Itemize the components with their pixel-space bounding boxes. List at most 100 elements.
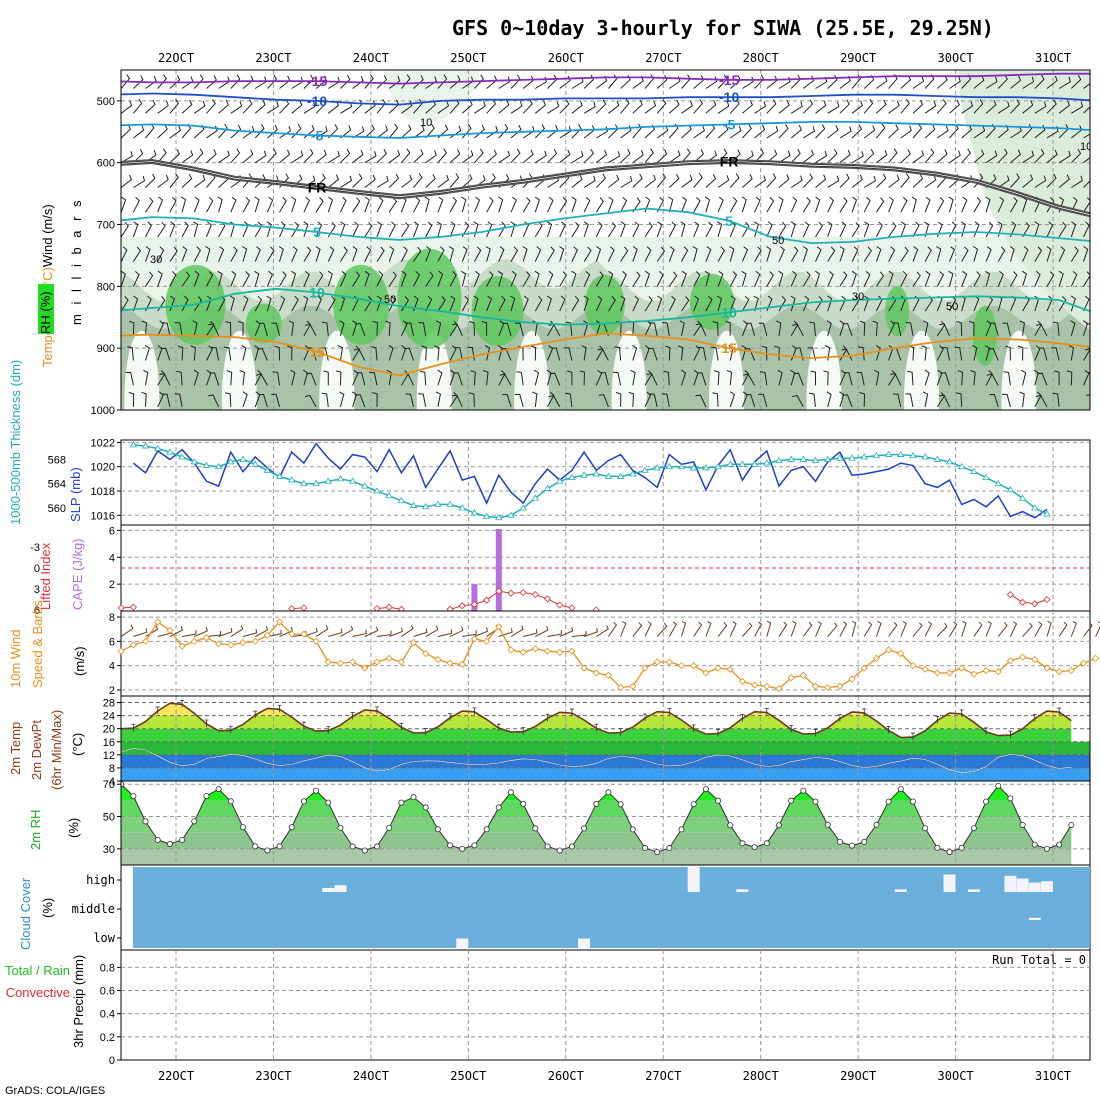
wind-speed-point	[982, 666, 990, 675]
upper-wind-barb	[372, 320, 378, 336]
rh-saturated-patch	[397, 248, 462, 349]
upper-wind-barb	[534, 100, 547, 114]
wind-speed-point	[117, 647, 125, 655]
rh-point	[800, 787, 807, 794]
y-tick-label: 8	[109, 763, 115, 775]
rh-point	[386, 824, 393, 831]
upper-wind-barb	[790, 221, 796, 238]
upper-wind-barb	[1058, 246, 1066, 262]
rh-point	[337, 824, 344, 831]
rh-point	[1056, 841, 1063, 848]
wind-speed-point	[1019, 653, 1027, 661]
y-tick-label: 1016	[91, 510, 115, 522]
upper-wind-barb	[180, 196, 187, 213]
upper-wind-barb	[162, 322, 171, 336]
upper-wind-barb	[510, 196, 517, 213]
upper-wind-barb	[486, 295, 493, 312]
upper-wind-barb	[907, 370, 914, 386]
wind10m-barb	[1095, 621, 1100, 637]
upper-wind-barb	[988, 348, 999, 361]
thickness-point	[373, 487, 381, 494]
upper-wind-barb	[1096, 125, 1100, 138]
upper-wind-barb	[128, 392, 135, 407]
upper-wind-barb	[1021, 369, 1027, 386]
thickness-point	[458, 504, 466, 511]
isotherm-label: 10	[721, 304, 737, 320]
upper-wind-barb	[352, 271, 361, 287]
wind-speed-point	[872, 654, 880, 662]
upper-wind-barb	[145, 76, 157, 89]
wind10m-barb	[279, 626, 293, 637]
wind10m-barb	[790, 620, 797, 637]
upper-wind-barb	[278, 246, 284, 262]
upper-wind-barb	[385, 320, 391, 336]
upper-wind-barb	[1034, 345, 1041, 361]
upper-wind-barb	[551, 347, 561, 361]
upper-wind-barb	[939, 394, 950, 408]
wind-speed-point	[349, 658, 357, 666]
upper-wind-barb	[303, 295, 309, 312]
upper-wind-barb	[741, 270, 747, 287]
upper-wind-barb	[315, 149, 327, 164]
upper-wind-barb	[133, 98, 143, 114]
upper-wind-barb	[595, 271, 604, 287]
upper-wind-barb	[272, 371, 280, 386]
upper-wind-barb	[803, 126, 815, 139]
upper-wind-barb	[875, 271, 885, 287]
pressure-axis: 500 600 700 800 900 1000	[91, 96, 121, 417]
upper-wind-barb	[449, 75, 461, 89]
upper-wind-barb	[483, 370, 489, 386]
upper-wind-barb	[461, 174, 473, 188]
upper-wind-barb	[693, 196, 701, 213]
temp-label: 2m Temp	[8, 722, 23, 775]
upper-wind-barb	[328, 150, 340, 164]
upper-wind-barb	[729, 391, 736, 408]
upper-wind-barb	[1096, 247, 1100, 262]
upper-wind-barb	[448, 246, 454, 262]
upper-wind-barb	[863, 246, 872, 262]
upper-wind-barb	[364, 151, 377, 164]
upper-wind-barb	[510, 270, 517, 287]
upper-wind-barb	[559, 149, 571, 164]
upper-wind-barb	[790, 101, 803, 114]
rh-point	[227, 798, 234, 805]
upper-wind-barb	[514, 393, 524, 408]
li-tick: 0	[34, 563, 40, 575]
upper-wind-barb	[839, 369, 846, 386]
upper-wind-barb	[745, 393, 756, 408]
upper-wind-barb	[1035, 394, 1048, 408]
thickness-point	[385, 492, 393, 499]
rh-point	[447, 842, 454, 849]
upper-wind-barb	[778, 295, 787, 312]
upper-wind-barb	[912, 173, 924, 188]
upper-wind-barb	[827, 101, 840, 114]
wind-speed-point	[763, 682, 771, 690]
upper-wind-barb	[681, 100, 693, 114]
upper-wind-barb	[742, 100, 754, 114]
upper-wind-barb	[499, 373, 512, 386]
precip-frame	[120, 949, 1091, 1061]
lifted-index-point	[1006, 591, 1014, 599]
upper-wind-barb	[716, 295, 722, 312]
upper-wind-barb	[230, 74, 241, 89]
upper-wind-barb	[790, 295, 796, 312]
upper-wind-barb	[955, 392, 963, 407]
upper-wind-barb	[1017, 345, 1024, 361]
wind-speed-point	[580, 664, 588, 672]
rh-point	[983, 798, 990, 805]
upper-wind-barb	[1046, 173, 1057, 188]
upper-wind-barb	[1009, 221, 1017, 238]
upper-wind-barb	[571, 221, 580, 238]
upper-wind-barb	[176, 370, 183, 386]
upper-wind-barb	[614, 346, 622, 361]
upper-wind-barb	[356, 372, 366, 386]
rh-point	[715, 797, 722, 804]
upper-wind-barb	[566, 370, 573, 386]
upper-wind-barb	[668, 99, 680, 114]
upper-wind-barb	[985, 76, 998, 89]
upper-wind-barb	[486, 149, 498, 164]
upper-wind-barb	[888, 196, 894, 213]
wind-speed-point	[373, 658, 381, 666]
wind-speed-point	[1067, 666, 1075, 675]
y-tick-label: 4	[109, 661, 115, 673]
